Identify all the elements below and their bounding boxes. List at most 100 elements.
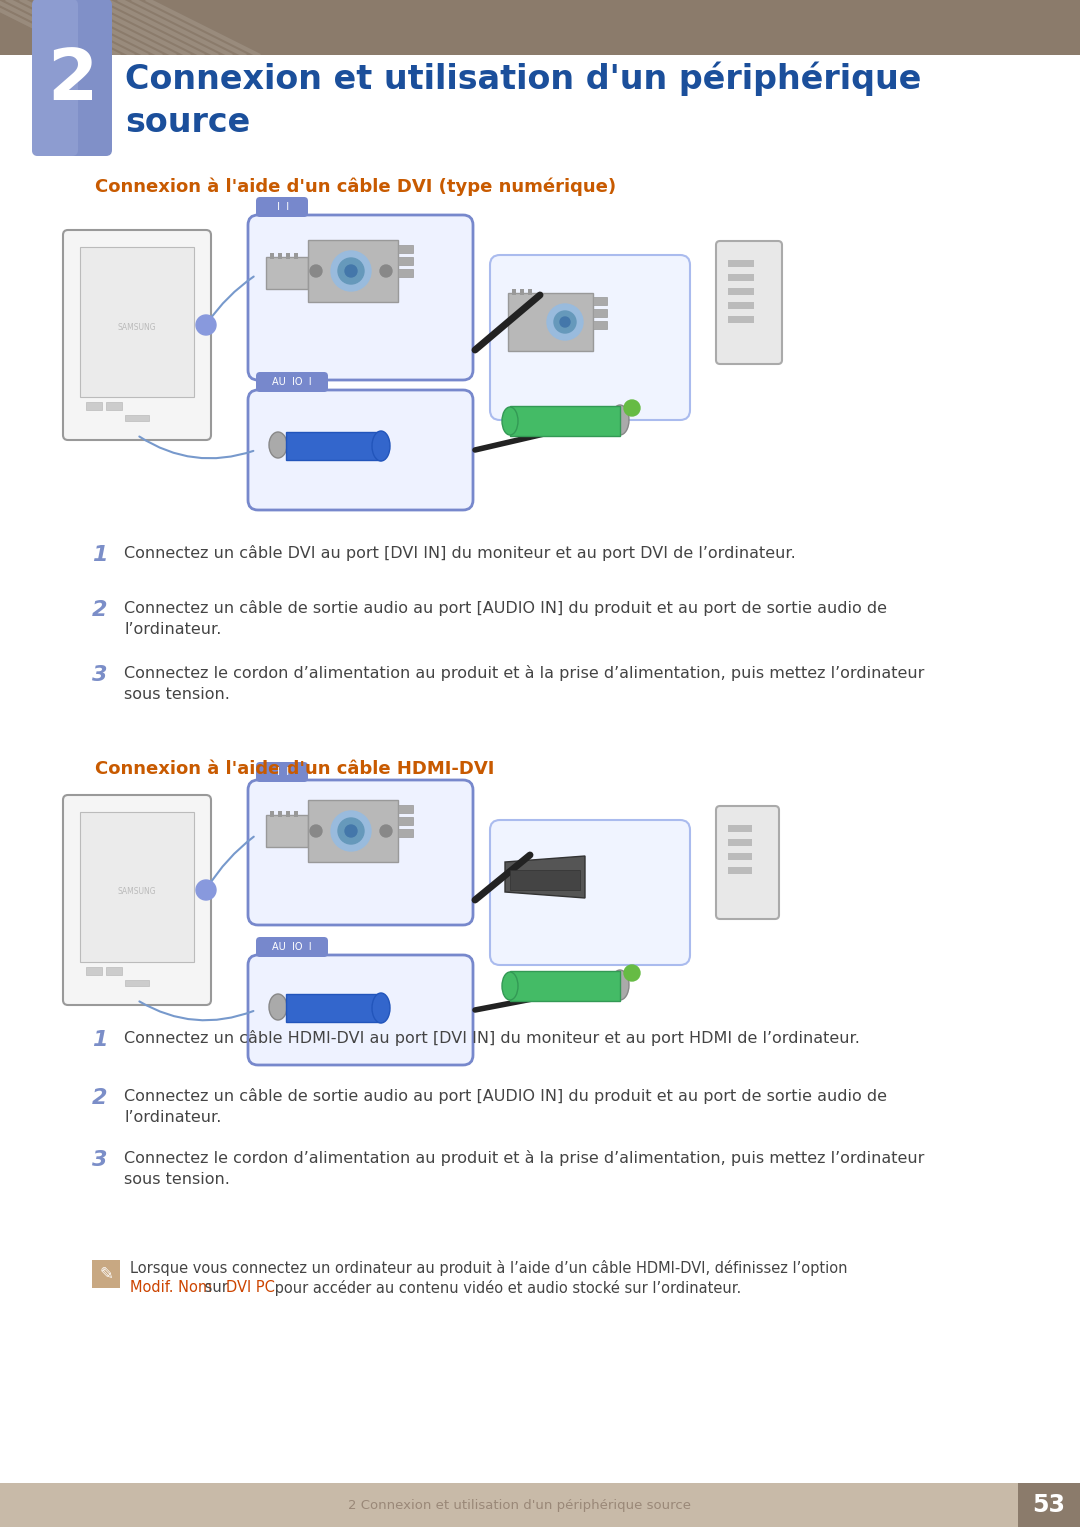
Ellipse shape [611, 405, 629, 435]
Text: Connectez un câble DVI au port [DVI IN] du moniteur et au port DVI de l’ordinate: Connectez un câble DVI au port [DVI IN] … [124, 545, 796, 560]
Bar [510, 406, 620, 437]
Text: Connectez un câble de sortie audio au port [AUDIO IN] du produit et au port de s: Connectez un câble de sortie audio au po… [124, 600, 887, 615]
FancyBboxPatch shape [256, 762, 308, 782]
Text: 1: 1 [92, 1031, 108, 1051]
Text: 3: 3 [92, 664, 108, 686]
Text: l’ordinateur.: l’ordinateur. [124, 621, 221, 637]
Bar [510, 971, 620, 1002]
Bar [399, 829, 413, 837]
Bar [512, 289, 516, 295]
Circle shape [554, 312, 576, 333]
Ellipse shape [372, 431, 390, 461]
Bar [270, 811, 274, 817]
Bar [286, 994, 381, 1022]
FancyBboxPatch shape [490, 820, 690, 965]
Bar [399, 805, 413, 812]
Bar [308, 240, 399, 302]
Ellipse shape [372, 993, 390, 1023]
Bar [519, 289, 524, 295]
Text: SAMSUNG: SAMSUNG [118, 322, 157, 331]
FancyBboxPatch shape [248, 389, 473, 510]
Bar [92, 1260, 120, 1287]
Bar [294, 811, 298, 817]
Circle shape [330, 250, 372, 292]
Bar [728, 838, 752, 846]
Text: Connexion à l'aide d'un câble HDMI-DVI: Connexion à l'aide d'un câble HDMI-DVI [95, 760, 495, 777]
Bar [286, 811, 291, 817]
Bar [266, 815, 308, 847]
Text: 2: 2 [92, 600, 108, 620]
Text: DVI PC: DVI PC [226, 1280, 275, 1295]
Bar [80, 812, 194, 962]
Circle shape [338, 258, 364, 284]
Circle shape [310, 266, 322, 276]
Bar [399, 269, 413, 276]
Text: sur: sur [200, 1280, 232, 1295]
Text: Connectez un câble HDMI-DVI au port [DVI IN] du moniteur et au port HDMI de l’or: Connectez un câble HDMI-DVI au port [DVI… [124, 1031, 860, 1046]
Bar [728, 825, 752, 832]
Text: Connectez le cordon d’alimentation au produit et à la prise d’alimentation, puis: Connectez le cordon d’alimentation au pr… [124, 1150, 924, 1167]
Bar [728, 273, 754, 281]
Circle shape [345, 825, 357, 837]
Text: AU  IO  I: AU IO I [272, 377, 312, 386]
FancyBboxPatch shape [490, 255, 690, 420]
Bar [270, 253, 274, 260]
Bar [593, 321, 607, 328]
Text: Modif. Nom: Modif. Nom [130, 1280, 212, 1295]
Bar [728, 867, 752, 873]
Text: Connectez un câble de sortie audio au port [AUDIO IN] du produit et au port de s: Connectez un câble de sortie audio au po… [124, 1089, 887, 1104]
Text: l’ordinateur.: l’ordinateur. [124, 1110, 221, 1125]
FancyBboxPatch shape [248, 215, 473, 380]
Circle shape [624, 400, 640, 415]
Text: 2 Connexion et utilisation d'un périphérique source: 2 Connexion et utilisation d'un périphér… [349, 1498, 691, 1512]
Text: AU  IO  I: AU IO I [272, 942, 312, 951]
Text: I  I: I I [274, 202, 289, 212]
Bar [728, 302, 754, 308]
Circle shape [310, 825, 322, 837]
Bar [728, 316, 754, 324]
Bar [508, 293, 593, 351]
Bar [278, 253, 282, 260]
Text: source: source [125, 105, 251, 139]
Bar [593, 296, 607, 305]
FancyBboxPatch shape [256, 373, 328, 392]
Circle shape [561, 318, 570, 327]
Circle shape [195, 315, 216, 334]
Bar [399, 244, 413, 253]
FancyBboxPatch shape [248, 780, 473, 925]
Text: I  I: I I [274, 767, 289, 777]
Text: 2: 2 [46, 46, 97, 115]
Text: sous tension.: sous tension. [124, 1173, 230, 1186]
Circle shape [195, 880, 216, 899]
Text: 1: 1 [92, 545, 108, 565]
Ellipse shape [269, 432, 287, 458]
FancyBboxPatch shape [248, 954, 473, 1064]
Text: SAMSUNG: SAMSUNG [118, 887, 157, 896]
FancyBboxPatch shape [256, 938, 328, 957]
Bar [125, 980, 149, 986]
Circle shape [380, 825, 392, 837]
Text: 2: 2 [92, 1089, 108, 1109]
Text: Connexion et utilisation d'un périphérique: Connexion et utilisation d'un périphériq… [125, 63, 921, 96]
Ellipse shape [269, 994, 287, 1020]
Bar [510, 870, 580, 890]
Bar [125, 415, 149, 421]
Bar [266, 257, 308, 289]
Bar [286, 432, 381, 460]
Ellipse shape [502, 408, 518, 435]
Bar [0, 0, 1080, 55]
Bar [728, 289, 754, 295]
Circle shape [546, 304, 583, 341]
Bar [399, 817, 413, 825]
Circle shape [330, 811, 372, 851]
FancyBboxPatch shape [716, 806, 779, 919]
Bar [106, 967, 122, 976]
Text: 3: 3 [92, 1150, 108, 1170]
Bar [80, 247, 194, 397]
Bar [728, 854, 752, 860]
Text: Connectez le cordon d’alimentation au produit et à la prise d’alimentation, puis: Connectez le cordon d’alimentation au pr… [124, 664, 924, 681]
Circle shape [380, 266, 392, 276]
FancyBboxPatch shape [63, 796, 211, 1005]
Bar [294, 253, 298, 260]
Circle shape [624, 965, 640, 980]
